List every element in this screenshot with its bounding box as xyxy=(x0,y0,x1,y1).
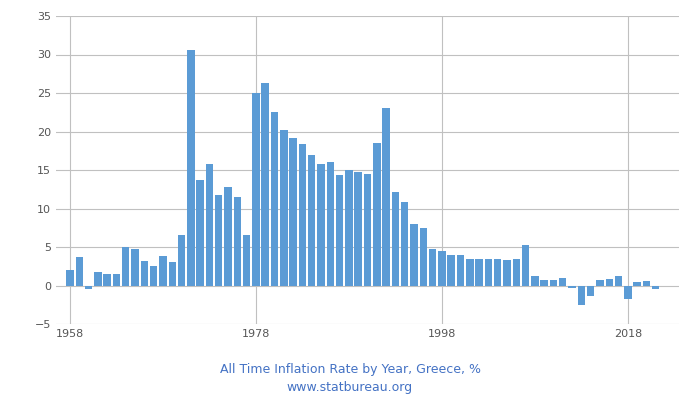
Bar xyxy=(234,197,241,286)
Bar xyxy=(382,108,390,286)
Bar xyxy=(317,164,325,286)
Bar xyxy=(410,224,418,286)
Bar xyxy=(271,112,278,286)
Bar xyxy=(484,258,492,286)
Bar xyxy=(150,266,158,286)
Bar xyxy=(289,138,297,286)
Bar xyxy=(606,279,613,286)
Bar xyxy=(373,143,381,286)
Bar xyxy=(262,83,269,286)
Bar xyxy=(643,281,650,286)
Bar xyxy=(197,180,204,286)
Bar xyxy=(550,280,557,286)
Bar xyxy=(503,260,511,286)
Bar xyxy=(568,286,576,288)
Bar xyxy=(345,170,353,286)
Bar xyxy=(113,274,120,286)
Bar xyxy=(512,259,520,286)
Bar xyxy=(187,50,195,286)
Bar xyxy=(206,164,213,286)
Bar xyxy=(475,258,483,286)
Bar xyxy=(364,174,371,286)
Bar xyxy=(438,251,446,286)
Bar xyxy=(615,276,622,286)
Bar xyxy=(104,274,111,286)
Bar xyxy=(66,270,74,286)
Bar xyxy=(169,262,176,286)
Bar xyxy=(299,144,306,286)
Bar xyxy=(336,175,343,286)
Bar xyxy=(354,172,362,286)
Bar xyxy=(132,248,139,286)
Bar xyxy=(215,195,223,286)
Bar xyxy=(578,286,585,305)
Bar xyxy=(429,248,436,286)
Bar xyxy=(540,280,548,286)
Bar xyxy=(531,276,538,286)
Bar xyxy=(392,192,399,286)
Bar xyxy=(559,278,566,286)
Bar xyxy=(76,257,83,286)
Bar xyxy=(419,228,427,286)
Bar xyxy=(624,286,631,299)
Bar xyxy=(85,286,92,288)
Bar xyxy=(457,255,464,286)
Bar xyxy=(308,155,316,286)
Bar xyxy=(401,202,408,286)
Bar xyxy=(122,247,130,286)
Bar xyxy=(178,235,186,286)
Bar xyxy=(141,261,148,286)
Bar xyxy=(224,187,232,286)
Text: All Time Inflation Rate by Year, Greece, %: All Time Inflation Rate by Year, Greece,… xyxy=(220,364,480,376)
Bar xyxy=(634,282,641,286)
Bar xyxy=(252,93,260,286)
Bar xyxy=(587,286,594,296)
Bar xyxy=(447,255,455,286)
Bar xyxy=(327,162,334,286)
Text: www.statbureau.org: www.statbureau.org xyxy=(287,382,413,394)
Bar xyxy=(466,258,473,286)
Bar xyxy=(522,246,529,286)
Bar xyxy=(159,256,167,286)
Bar xyxy=(596,280,603,286)
Bar xyxy=(243,235,251,286)
Bar xyxy=(280,130,288,286)
Bar xyxy=(94,272,102,286)
Bar xyxy=(652,286,659,289)
Bar xyxy=(494,259,501,286)
